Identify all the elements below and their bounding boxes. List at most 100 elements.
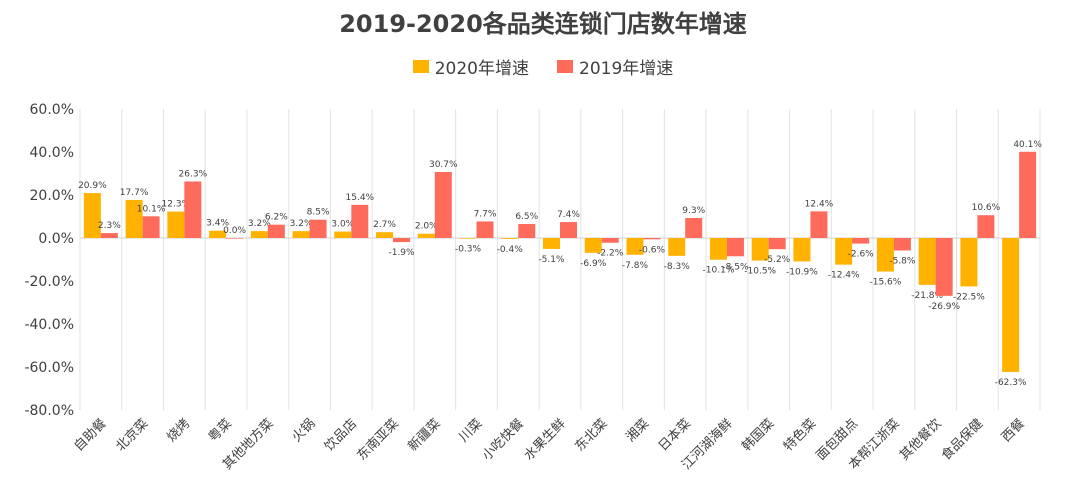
bar-2020 [334,231,352,238]
data-label: -5.2% [764,255,791,265]
y-tick-label: -20.0% [24,274,74,290]
data-label: 2.3% [98,221,121,231]
data-label: 17.7% [120,188,149,198]
x-tick-label: 火锅 [289,416,319,446]
data-label: -0.3% [455,245,482,255]
bar-2019 [184,181,202,238]
bar-2020 [250,231,268,238]
x-tick-label: 新疆菜 [405,416,444,455]
x-tick-label: 日本菜 [656,416,694,454]
bar-2019 [726,238,744,257]
bar-2019 [852,238,870,244]
bar-2019 [810,211,828,238]
bar-2020 [501,238,519,239]
bar-2019 [601,238,619,243]
data-label: -0.6% [639,245,666,255]
data-label: -2.6% [848,250,875,260]
bar-2019 [226,238,244,239]
legend-item-2019: 2019年增速 [557,54,673,79]
data-label: 3.2% [290,219,313,229]
bar-2020 [668,238,686,256]
bar-2019 [393,238,411,243]
y-tick-label: -80.0% [24,403,74,419]
data-label: 12.4% [805,199,834,209]
chart-title: 2019-2020各品类连锁门店数年增速 [339,10,747,38]
bar-2020 [793,238,811,262]
bar-2020 [417,233,435,238]
x-tick-label: 川菜 [456,416,485,445]
bar-2020 [125,199,143,238]
x-tick-label: 食品保健 [938,416,986,464]
bar-2019 [935,238,953,296]
data-label: 3.2% [248,219,271,229]
bar-2020 [376,232,394,238]
data-label: -8.5% [722,262,749,272]
bar-2020 [626,238,644,255]
bar-2020 [292,231,310,238]
x-tick-label: 粤菜 [205,416,235,446]
data-label: -5.8% [889,256,916,266]
bar-2020 [83,193,101,238]
data-label: 7.7% [474,209,497,219]
x-tick-label: 湘菜 [623,416,652,445]
bar-2019 [267,224,285,238]
x-tick-label: 西餐 [998,416,1028,446]
bar-2020 [459,238,477,239]
data-label: 2.7% [373,220,396,230]
x-tick-label: 水果生鲜 [521,416,568,463]
x-tick-label: 自助餐 [71,416,110,455]
data-label: -21.8% [911,291,943,301]
data-label: -8.3% [664,262,691,272]
bar-2020 [960,238,978,287]
x-tick-label: 特色菜 [780,416,819,455]
bar-2019 [351,204,369,238]
bar-2019 [893,238,911,251]
legend-item-2020: 2020年增速 [412,54,529,79]
data-label: -15.6% [869,278,901,288]
data-label: -10.9% [786,267,818,277]
y-tick-label: 20.0% [30,188,74,204]
data-label: 6.2% [265,213,288,223]
bar-2019 [977,215,995,238]
data-label: 20.9% [78,181,107,191]
data-label: -10.1% [703,266,735,276]
bar-2020 [167,211,185,238]
data-label: -22.5% [953,292,985,302]
bar-2020 [1002,238,1020,372]
data-label: -1.9% [388,248,415,258]
bar-2019 [1019,151,1037,238]
data-label: -10.5% [744,267,776,277]
data-label: 15.4% [346,193,375,203]
data-label: 0.0% [223,226,246,236]
bar-2019 [643,238,661,240]
y-tick-label: -60.0% [24,360,74,376]
data-label: -12.4% [828,271,860,281]
legend: 2020年增速 2019年增速 [0,54,1086,79]
data-label: 40.1% [1013,140,1042,150]
bar-2019 [518,224,536,238]
y-tick-label: -40.0% [24,317,74,333]
data-label: -26.9% [928,302,960,312]
x-tick-label: 饮品店 [322,416,360,454]
legend-label-2020: 2020年增速 [434,59,529,79]
data-label: 3.4% [206,219,229,229]
bar-2019 [142,216,160,238]
data-label: -6.9% [580,259,607,269]
x-tick-label: 东南亚菜 [354,416,402,464]
bar-2019 [685,218,703,238]
x-tick-label: 烧烤 [164,416,193,445]
x-tick-label: 东北菜 [572,416,610,454]
data-label: 7.4% [557,210,580,220]
bar-2019 [434,171,452,238]
bar-2020 [543,238,560,249]
data-label: -7.8% [622,261,649,271]
data-label: 26.3% [179,169,208,179]
data-label: 3.0% [331,220,354,230]
data-label: 30.7% [429,160,458,170]
data-label: -2.2% [597,249,624,259]
legend-swatch-2020 [412,60,429,73]
y-tick-label: 0.0% [38,231,74,247]
legend-label-2019: 2019年增速 [579,59,674,79]
x-tick-label: 北京菜 [113,416,151,454]
